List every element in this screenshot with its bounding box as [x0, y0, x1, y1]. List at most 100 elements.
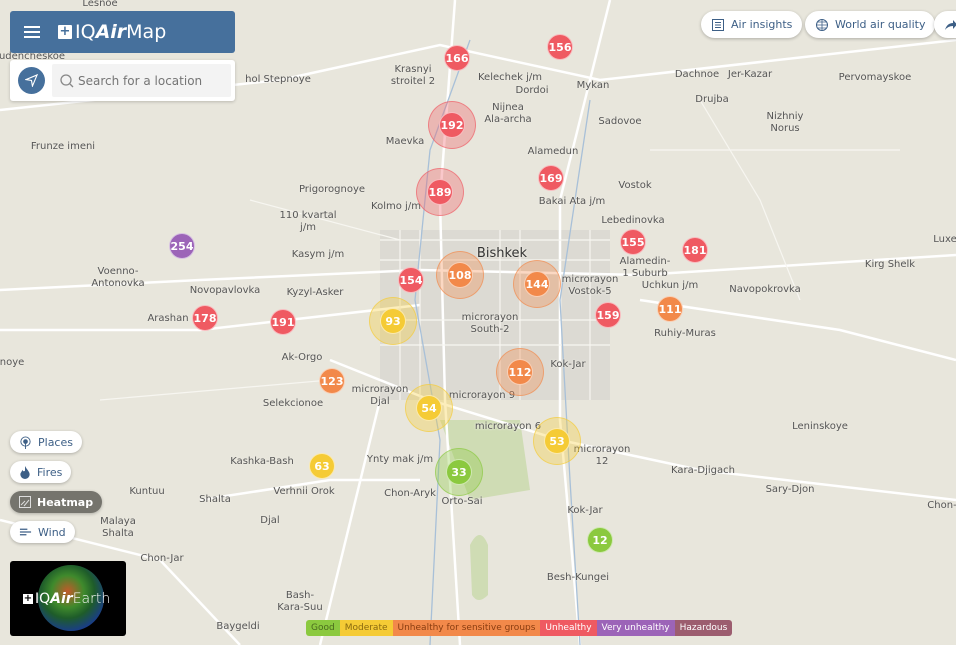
- world-air-quality-button[interactable]: World air quality: [805, 11, 936, 38]
- place-label: microrayon Vostok-5: [561, 274, 619, 297]
- aqi-value: 54: [416, 395, 442, 421]
- layer-heatmap-button[interactable]: Heatmap: [10, 491, 103, 513]
- place-label: Mykan: [576, 80, 610, 91]
- aqi-station-marker[interactable]: 33: [435, 448, 483, 496]
- aqi-station-marker[interactable]: 156: [547, 34, 573, 60]
- place-label: Dordoi: [515, 85, 549, 96]
- layer-fires-button[interactable]: Fires: [10, 461, 72, 483]
- navigation-arrow-icon: [25, 74, 38, 87]
- place-label: Kashka-Bash: [230, 456, 294, 467]
- pin-icon: [20, 435, 31, 449]
- aqi-value: 178: [192, 305, 218, 331]
- legend-item: Unhealthy: [540, 620, 597, 636]
- aqi-value: 63: [309, 453, 335, 479]
- place-label: Chon-Jar: [140, 553, 184, 564]
- aqi-value: 156: [547, 34, 573, 60]
- place-label: Maevka: [385, 136, 425, 147]
- place-label: Sary-Djon: [765, 484, 815, 495]
- aqi-station-marker[interactable]: 54: [405, 384, 453, 432]
- place-label: Kok-Jar: [550, 359, 586, 370]
- aqi-station-marker[interactable]: 254: [169, 233, 195, 259]
- aqi-station-marker[interactable]: 12: [587, 527, 613, 553]
- layer-places-button[interactable]: Places: [10, 431, 82, 453]
- place-label: microrayon South-2: [461, 312, 519, 335]
- search-input[interactable]: [78, 73, 218, 88]
- place-label: Kara-Djigach: [671, 465, 735, 476]
- aqi-value: 155: [620, 229, 646, 255]
- aqi-station-marker[interactable]: 155: [620, 229, 646, 255]
- aqi-station-marker[interactable]: 93: [369, 297, 417, 345]
- aqi-legend: Good Moderate Unhealthy for sensitive grou…: [306, 620, 733, 636]
- place-label: Krasnyi stroitel 2: [390, 64, 436, 87]
- place-label: Kuntuu: [129, 486, 165, 497]
- place-label: Lesnoe: [82, 0, 118, 9]
- place-label: Leninskoye: [792, 421, 848, 432]
- place-label: microrayon 12: [573, 444, 631, 467]
- aqi-station-marker[interactable]: 144: [513, 260, 561, 308]
- place-label: Sadovoe: [598, 116, 642, 127]
- aqi-station-marker[interactable]: 63: [309, 453, 335, 479]
- aqi-station-marker[interactable]: 178: [192, 305, 218, 331]
- layer-wind-button[interactable]: Wind: [10, 521, 75, 543]
- aqi-value: 93: [380, 308, 406, 334]
- place-label: Kelechek j/m: [478, 72, 542, 83]
- legend-item: Good: [306, 620, 340, 636]
- aqi-station-marker[interactable]: 154: [398, 267, 424, 293]
- place-label: Chon-: [927, 500, 956, 511]
- aqi-value: 53: [544, 428, 570, 454]
- aqi-station-marker[interactable]: 192: [428, 101, 476, 149]
- aqi-value: 192: [439, 112, 465, 138]
- aqi-station-marker[interactable]: 189: [416, 168, 464, 216]
- place-label: Alamedun: [527, 146, 579, 157]
- place-label: Pervomayskoe: [838, 72, 912, 83]
- aqi-station-marker[interactable]: 191: [270, 309, 296, 335]
- place-label: Bakai Ata j/m: [538, 196, 606, 207]
- aqi-value: 191: [270, 309, 296, 335]
- place-label: Kyzyl-Asker: [286, 287, 344, 298]
- search-field[interactable]: [52, 64, 231, 97]
- place-label: Kasym j/m: [291, 249, 345, 260]
- aqi-value: 144: [524, 271, 550, 297]
- aqi-station-marker[interactable]: 169: [538, 165, 564, 191]
- hamburger-icon[interactable]: [24, 23, 40, 41]
- share-button[interactable]: [934, 11, 956, 38]
- place-label: Baygeldi: [216, 621, 260, 632]
- place-label: Frunze imeni: [30, 141, 96, 152]
- place-label: microrayon Djal: [351, 384, 409, 407]
- aqi-station-marker[interactable]: 166: [444, 45, 470, 71]
- place-label: microrayon 9: [448, 390, 516, 401]
- place-label: Lebedinovka: [601, 215, 665, 226]
- flame-icon: [20, 465, 30, 479]
- aqi-value: 181: [682, 237, 708, 263]
- place-label: Voenno- Antonovka: [91, 266, 145, 289]
- aqi-value: 33: [446, 459, 472, 485]
- aqi-value: 111: [657, 296, 683, 322]
- place-label: Bishkek: [476, 246, 528, 261]
- list-icon: [712, 18, 724, 31]
- place-label: Orto-Sai: [441, 496, 483, 507]
- aqi-value: 154: [398, 267, 424, 293]
- place-label: Drujba: [695, 94, 729, 105]
- aqi-station-marker[interactable]: 111: [657, 296, 683, 322]
- place-label: Djal: [260, 515, 280, 526]
- air-insights-button[interactable]: Air insights: [701, 11, 803, 38]
- place-label: Kirg Shelk: [864, 259, 916, 270]
- place-label: 110 kvartal j/m: [279, 210, 337, 233]
- place-label: Prigorognoye: [298, 184, 366, 195]
- aqi-station-marker[interactable]: 112: [496, 348, 544, 396]
- aqi-station-marker[interactable]: 53: [533, 417, 581, 465]
- aqi-station-marker[interactable]: 181: [682, 237, 708, 263]
- iqair-earth-promo[interactable]: + IQ Air Earth: [10, 561, 126, 636]
- aqi-station-marker[interactable]: 159: [595, 302, 621, 328]
- iqair-map-logo[interactable]: + IQ Air Map: [58, 21, 167, 43]
- aqi-value: 12: [587, 527, 613, 553]
- earth-globe-image: [38, 565, 104, 631]
- locate-me-button[interactable]: [18, 67, 45, 94]
- aqi-station-marker[interactable]: 123: [319, 368, 345, 394]
- place-label: Nijnea Ala-archa: [484, 102, 532, 125]
- place-label: Luxe: [933, 234, 956, 245]
- aqi-value: 112: [507, 359, 533, 385]
- place-label: Besh-Kungei: [546, 572, 610, 583]
- aqi-station-marker[interactable]: 108: [436, 251, 484, 299]
